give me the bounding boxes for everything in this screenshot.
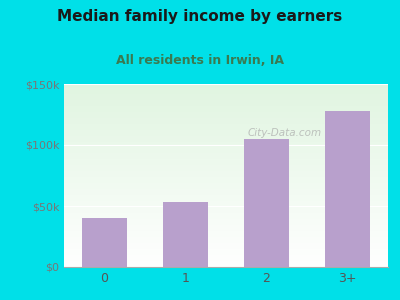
Bar [163, 202, 208, 267]
Bar [325, 111, 370, 267]
Text: City-Data.com: City-Data.com [247, 128, 321, 138]
Bar [244, 139, 289, 267]
Bar [82, 218, 127, 267]
Text: Median family income by earners: Median family income by earners [57, 9, 343, 24]
Text: All residents in Irwin, IA: All residents in Irwin, IA [116, 54, 284, 67]
